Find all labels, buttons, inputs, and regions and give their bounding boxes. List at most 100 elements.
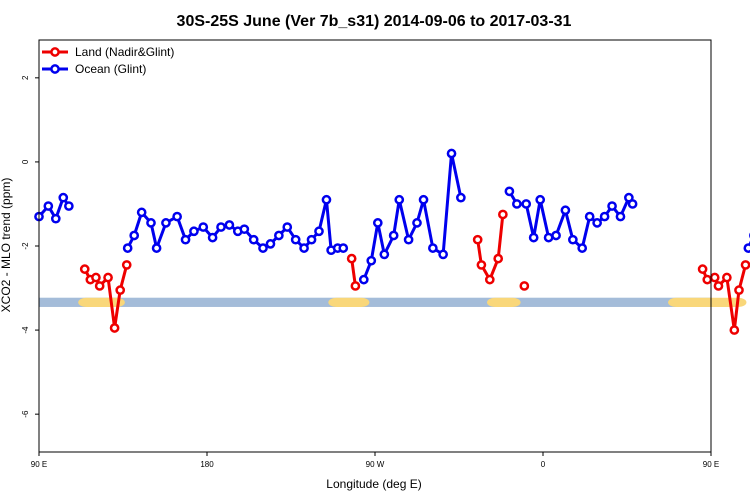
- x-tick-label: 90 W: [366, 460, 385, 469]
- data-point-ocean: [528, 232, 539, 243]
- legend-marker-land: [50, 47, 60, 57]
- data-point-land: [484, 274, 495, 285]
- data-point-ocean: [512, 199, 522, 209]
- data-point-ocean: [372, 218, 383, 228]
- data-point-ocean: [172, 211, 182, 222]
- data-point-ocean: [258, 243, 268, 253]
- coverage-band: [39, 297, 747, 307]
- data-point-ocean: [358, 274, 369, 285]
- data-point-ocean: [403, 234, 414, 245]
- data-point-ocean: [607, 201, 617, 211]
- x-tick-label: 90 E: [703, 460, 719, 469]
- x-tick-label: 180: [200, 460, 214, 469]
- data-point-ocean: [43, 201, 54, 211]
- data-point-ocean: [58, 192, 69, 203]
- y-tick-label: -4: [21, 326, 30, 334]
- chart-title: 30S-25S June (Ver 7b_s31) 2014-09-06 to …: [177, 13, 572, 30]
- data-point-land: [472, 234, 483, 245]
- series-points: [34, 148, 750, 335]
- data-point-land: [702, 274, 713, 285]
- legend-label-ocean: Ocean (Glint): [75, 62, 146, 76]
- data-point-land: [103, 272, 113, 283]
- data-point-ocean: [584, 211, 595, 222]
- x-tick-label: 90 E: [31, 460, 47, 469]
- data-point-land: [722, 272, 732, 283]
- data-point-land: [713, 281, 724, 291]
- data-point-ocean: [265, 239, 276, 249]
- data-point-ocean: [379, 249, 390, 260]
- data-point-land: [476, 260, 487, 270]
- data-point-ocean: [50, 213, 61, 224]
- legend: Land (Nadir&Glint) Ocean (Glint): [42, 45, 174, 76]
- x-axis-label: Longitude (deg E): [326, 477, 421, 491]
- data-point-ocean: [438, 249, 448, 260]
- data-point-ocean: [504, 186, 515, 197]
- data-point-ocean: [521, 199, 532, 209]
- data-point-ocean: [64, 201, 74, 211]
- data-point-ocean: [428, 243, 438, 253]
- data-point-ocean: [418, 194, 429, 205]
- data-point-land: [734, 285, 744, 295]
- data-point-land: [740, 260, 750, 270]
- data-point-ocean: [314, 226, 324, 237]
- band-ocean: [39, 297, 711, 307]
- band-land-segment: [78, 297, 125, 307]
- data-point-ocean: [161, 218, 171, 228]
- y-axis: -6 -4 -2 0 2: [21, 75, 39, 418]
- data-point-ocean: [599, 211, 610, 222]
- y-tick-label: 0: [21, 159, 30, 164]
- data-point-ocean: [290, 234, 301, 245]
- data-point-ocean: [592, 218, 602, 228]
- band-land-segment: [487, 297, 521, 307]
- data-point-ocean: [456, 192, 466, 203]
- x-axis: 90 E 180 90 W 0 90 E: [31, 452, 719, 469]
- data-point-ocean: [551, 230, 561, 241]
- data-point-land: [697, 264, 708, 274]
- data-point-ocean: [543, 232, 554, 243]
- data-point-ocean: [146, 218, 156, 228]
- y-tick-label: 2: [21, 75, 30, 80]
- y-tick-label: -2: [21, 242, 30, 250]
- data-point-ocean: [615, 211, 626, 222]
- band-land-segment: [668, 297, 747, 307]
- data-point-ocean: [446, 148, 457, 159]
- data-point-land: [519, 281, 530, 291]
- data-point-ocean: [216, 222, 226, 232]
- series-line-ocean: [362, 152, 463, 281]
- data-point-land: [498, 209, 508, 220]
- data-point-ocean: [151, 243, 162, 253]
- data-point-land: [709, 272, 720, 283]
- data-point-ocean: [388, 230, 399, 241]
- data-point-ocean: [321, 194, 332, 205]
- band-land-segment: [328, 297, 370, 307]
- data-point-ocean: [129, 230, 140, 241]
- legend-label-land: Land (Nadir&Glint): [75, 45, 174, 59]
- data-point-land: [350, 281, 361, 291]
- data-point-ocean: [282, 222, 293, 232]
- data-point-ocean: [248, 234, 259, 245]
- data-point-ocean: [535, 194, 546, 205]
- data-point-ocean: [189, 226, 199, 237]
- data-point-ocean: [299, 243, 309, 253]
- legend-marker-ocean: [50, 64, 60, 74]
- data-point-ocean: [412, 218, 422, 228]
- x-tick-label: 0: [541, 460, 546, 469]
- data-point-ocean: [394, 194, 405, 205]
- data-point-ocean: [627, 199, 638, 209]
- data-point-land: [729, 325, 740, 335]
- data-point-ocean: [224, 220, 235, 230]
- data-point-land: [79, 264, 90, 274]
- data-point-ocean: [568, 234, 578, 245]
- data-point-ocean: [239, 224, 250, 235]
- data-point-ocean: [274, 230, 284, 241]
- data-point-land: [121, 260, 132, 270]
- data-point-ocean: [366, 255, 377, 266]
- data-point-ocean: [198, 222, 209, 232]
- data-point-ocean: [577, 243, 588, 253]
- data-point-land: [94, 281, 105, 291]
- data-point-ocean: [122, 243, 133, 253]
- data-point-ocean: [207, 232, 218, 243]
- data-point-land: [493, 253, 504, 264]
- y-axis-label: XCO2 - MLO trend (ppm): [0, 178, 13, 313]
